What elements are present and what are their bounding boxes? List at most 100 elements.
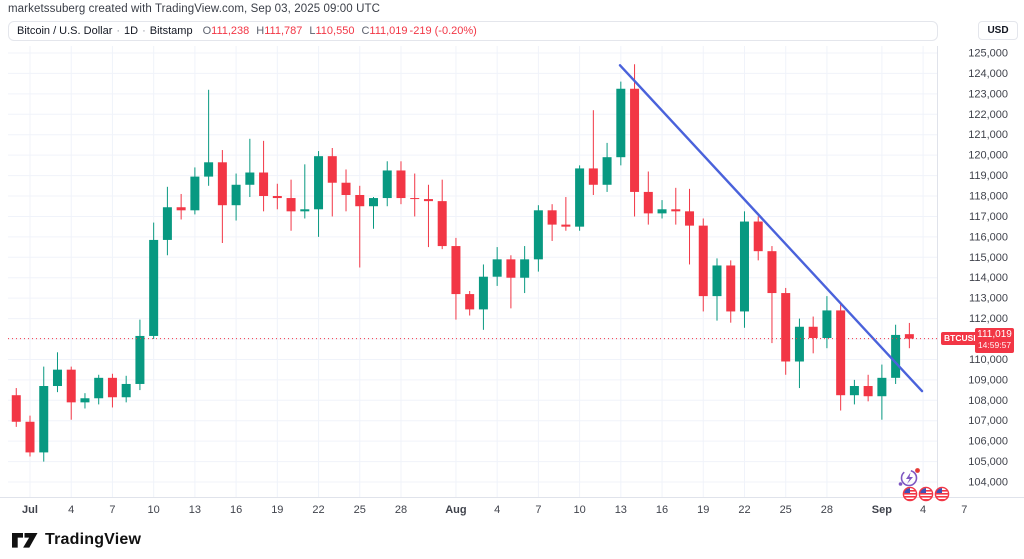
price-tick-label: 118,000 <box>969 191 1008 203</box>
candle <box>465 291 475 316</box>
candle <box>712 258 722 321</box>
time-tick-label: 16 <box>656 504 668 516</box>
candle <box>149 222 159 340</box>
time-tick-label: 22 <box>738 504 750 516</box>
candle <box>547 204 557 241</box>
symbol-name[interactable]: Bitcoin / U.S. Dollar <box>17 25 113 37</box>
price-tick-label: 116,000 <box>969 231 1008 243</box>
price-tick-label: 112,000 <box>969 313 1008 325</box>
interval-label[interactable]: 1D <box>124 25 139 37</box>
time-tick-label: 13 <box>615 504 627 516</box>
price-tick-label: 105,000 <box>968 456 1008 468</box>
us-flag-event-icon[interactable] <box>918 486 934 502</box>
time-tick-label: 10 <box>573 504 585 516</box>
time-tick-label: Sep <box>872 504 892 516</box>
price-tick-label: 110,000 <box>969 354 1008 366</box>
candle <box>300 164 310 219</box>
last-price-value: 111,019 <box>977 328 1012 340</box>
attribution-text: marketssuberg created with TradingView.c… <box>8 3 381 15</box>
descending-trendline[interactable] <box>618 64 924 393</box>
candle <box>11 388 21 427</box>
price-tick-label: 125,000 <box>968 48 1008 60</box>
candle <box>657 200 667 219</box>
last-price-symbol-badge[interactable]: BTCUSD <box>941 331 983 345</box>
price-tick-label: 120,000 <box>968 150 1008 162</box>
time-tick-label: 4 <box>920 504 926 516</box>
price-tick-label: 123,000 <box>968 88 1008 100</box>
candle <box>121 375 131 403</box>
time-tick-label: 28 <box>821 504 833 516</box>
candle <box>588 110 598 195</box>
price-tick-label: 124,000 <box>968 68 1008 80</box>
candle <box>204 89 214 186</box>
candle <box>533 205 543 272</box>
ohlc-values: O111,238 H111,787 L110,550 C111,019 <box>203 25 408 37</box>
candlestick-series <box>11 64 914 462</box>
candle <box>314 151 324 237</box>
candle <box>863 374 873 402</box>
candle <box>836 304 846 411</box>
us-economic-event-icons[interactable] <box>902 486 950 502</box>
time-tick-label: 4 <box>68 504 74 516</box>
separator-dot: · <box>142 25 146 37</box>
candle <box>423 184 433 248</box>
time-tick-label: 22 <box>312 504 324 516</box>
exchange-label: Bitstamp <box>149 25 193 37</box>
candle <box>520 246 530 294</box>
candle <box>107 373 117 408</box>
candle <box>506 255 516 309</box>
candle <box>25 415 35 457</box>
candle <box>602 142 612 192</box>
tradingview-logo-text: TradingView <box>45 531 142 548</box>
price-tick-label: 113,000 <box>969 293 1008 305</box>
time-tick-label: 28 <box>395 504 407 516</box>
last-price-badge[interactable]: 111,019 14:59:57 <box>975 327 1014 353</box>
currency-toggle[interactable]: USD <box>978 21 1018 40</box>
price-tick-label: 109,000 <box>968 374 1008 386</box>
price-tick-label: 117,000 <box>969 211 1008 223</box>
event-refresh-icon[interactable] <box>898 468 920 487</box>
time-tick-label: 7 <box>535 504 541 516</box>
price-axis-labels[interactable]: 125,000 124,000 123,000 122,000 121,000 120,0… <box>968 48 1008 489</box>
candle <box>176 193 186 220</box>
price-tick-label: 108,000 <box>968 395 1008 407</box>
price-tick-label: 119,000 <box>969 170 1008 182</box>
candle <box>685 188 695 265</box>
candle <box>286 179 296 231</box>
candle <box>94 374 104 405</box>
candle <box>575 165 585 231</box>
ohlc-pair: O111,238 <box>202 25 250 37</box>
candle <box>341 169 351 212</box>
time-tick-label: Jul <box>22 504 38 516</box>
price-tick-label: 115,000 <box>969 252 1008 264</box>
candle <box>904 322 914 349</box>
candle <box>561 197 571 231</box>
candle <box>794 318 804 389</box>
time-tick-label: 16 <box>230 504 242 516</box>
time-tick-label: 25 <box>780 504 792 516</box>
time-tick-label: Aug <box>445 504 466 516</box>
time-tick-label: 19 <box>271 504 283 516</box>
candle <box>231 173 241 221</box>
candle <box>492 247 502 286</box>
candle <box>217 150 227 243</box>
time-tick-label: 10 <box>148 504 160 516</box>
candle <box>630 64 640 217</box>
candle <box>616 81 626 166</box>
candle <box>382 161 392 207</box>
time-tick-label: 7 <box>961 504 967 516</box>
us-flag-event-icon[interactable] <box>902 486 918 502</box>
bar-countdown: 14:59:57 <box>977 339 1012 350</box>
candle <box>781 287 791 375</box>
us-flag-event-icon[interactable] <box>934 486 950 502</box>
candle <box>245 138 255 198</box>
candle <box>808 316 818 354</box>
symbol-header[interactable]: Bitcoin / U.S. Dollar · 1D · Bitstamp O1… <box>8 21 938 41</box>
candle <box>272 183 282 210</box>
time-axis-labels[interactable]: Jul 4 7 10 13 16 19 22 25 28 Aug 4 7 10 13 16 19 22 25 28 Se… <box>22 504 967 516</box>
candle <box>396 161 406 205</box>
tradingview-logo[interactable]: TradingView <box>12 531 141 549</box>
candle <box>726 260 736 323</box>
time-tick-label: 13 <box>189 504 201 516</box>
